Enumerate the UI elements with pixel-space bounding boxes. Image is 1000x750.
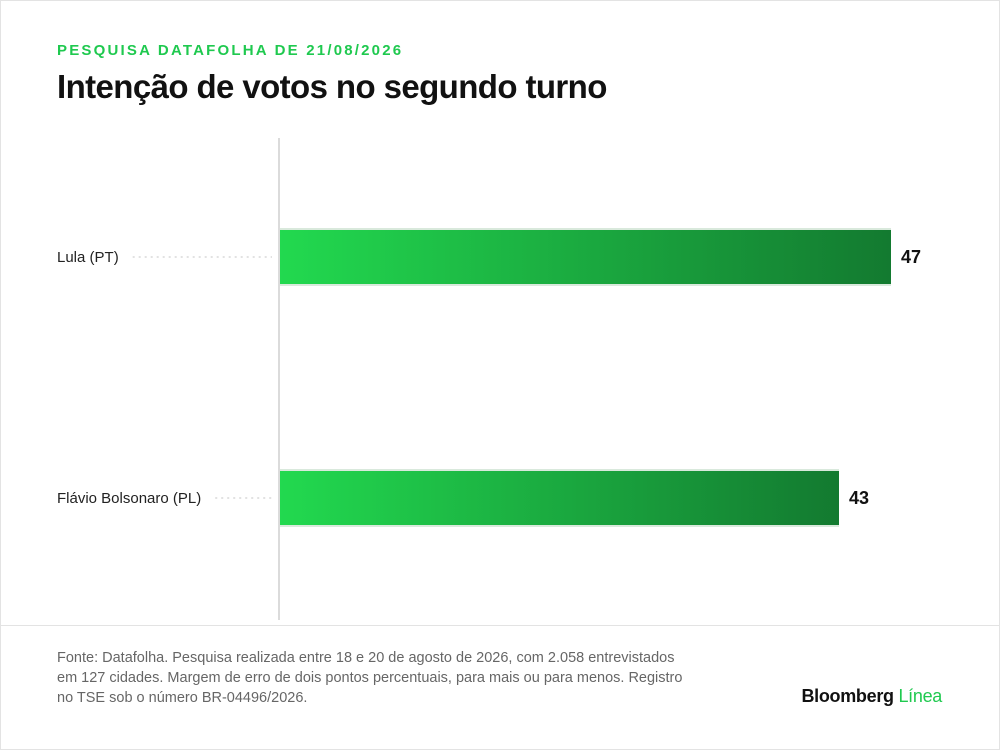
brand-logo: Bloomberg Línea xyxy=(801,686,942,707)
bar-1 xyxy=(280,230,891,284)
footer-divider xyxy=(0,625,1000,626)
chart-title: Intenção de votos no segundo turno xyxy=(57,68,607,105)
bar-2 xyxy=(280,471,839,525)
category-label: Flávio Bolsonaro (PL) xyxy=(57,490,201,507)
brand-name: Bloomberg xyxy=(801,686,894,706)
value-label: 47 xyxy=(901,247,921,267)
chart-kicker: PESQUISA DATAFOLHA DE 21/08/2026 xyxy=(57,42,404,59)
source-note: Fonte: Datafolha. Pesquisa realizada ent… xyxy=(57,650,683,706)
category-label: Lula (PT) xyxy=(57,249,119,266)
value-label: 43 xyxy=(849,488,869,508)
bar-chart: Lula (PT) 47 Flávio Bolsonaro (PL) 43 xyxy=(57,138,921,620)
brand-accent: Línea xyxy=(898,686,942,706)
